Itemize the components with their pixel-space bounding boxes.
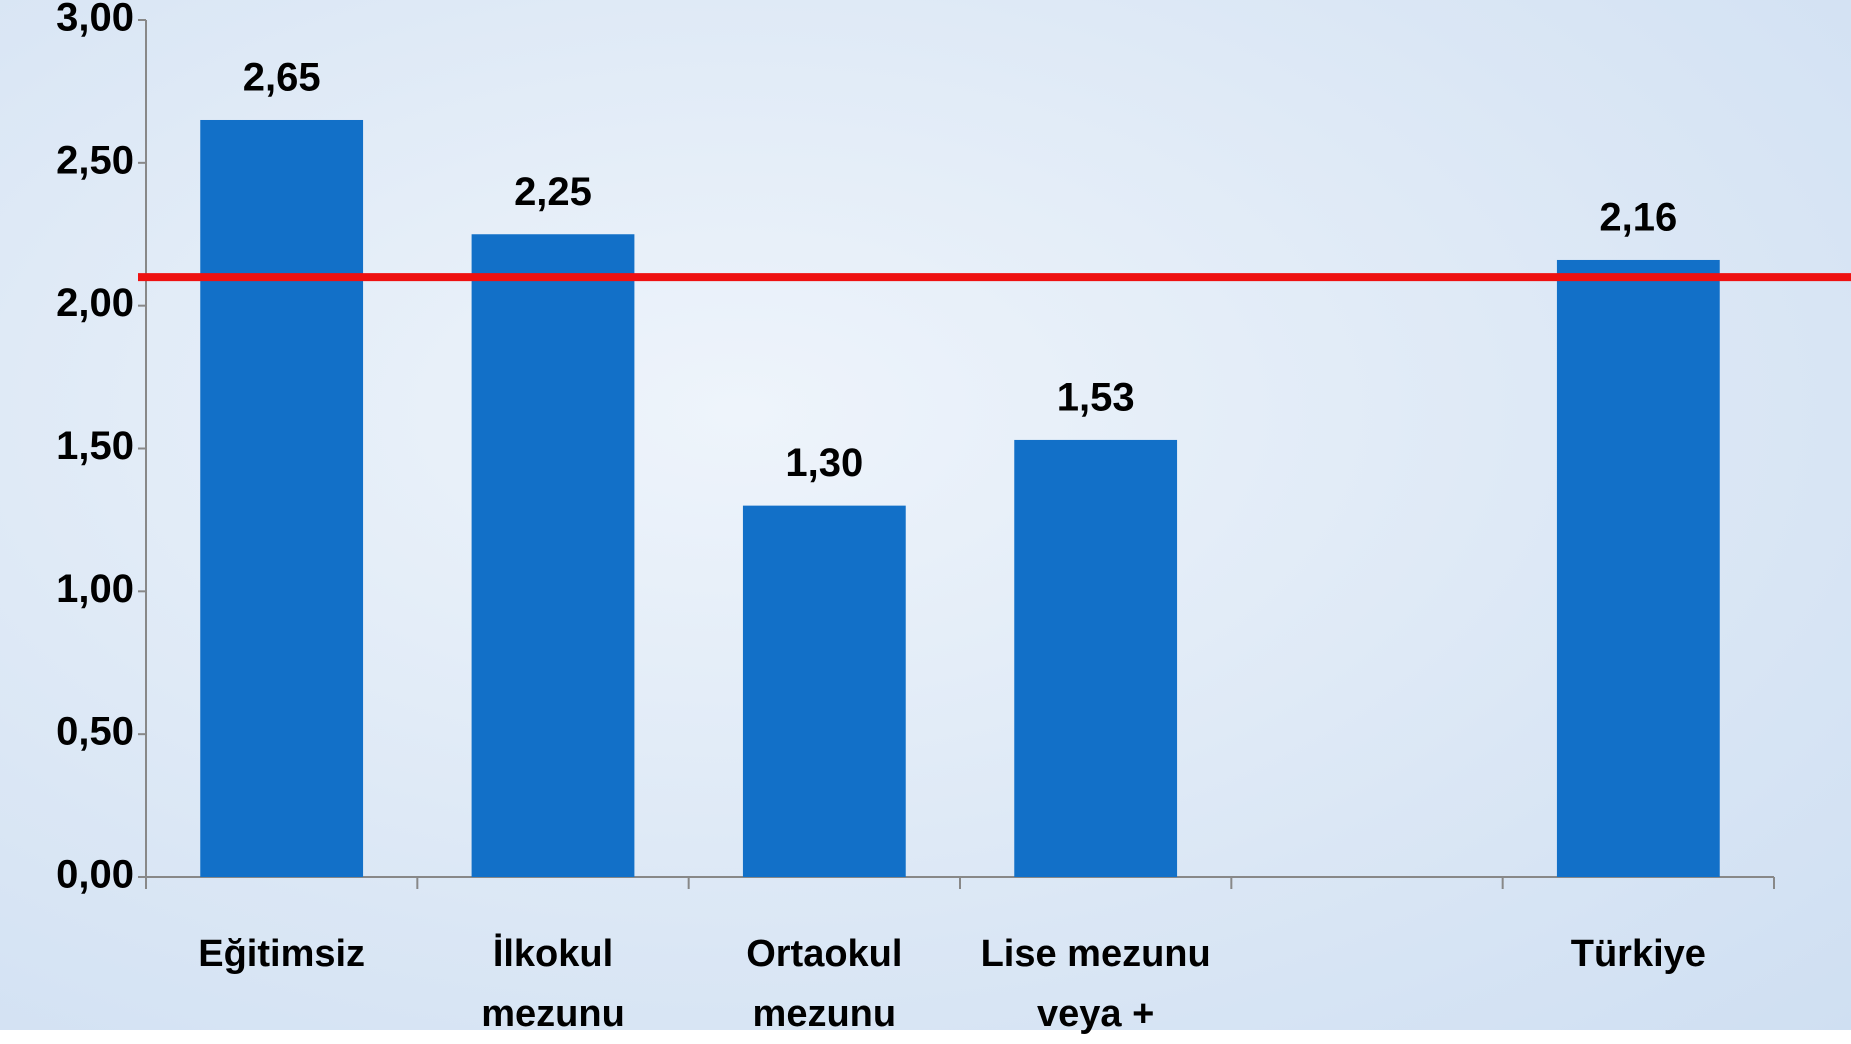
bar bbox=[1014, 439, 1178, 877]
bar bbox=[742, 505, 906, 877]
bar bbox=[1556, 259, 1720, 878]
y-tick-label: 0,00 bbox=[56, 853, 134, 897]
x-tick-label: İlkokul mezunu bbox=[481, 933, 625, 1035]
value-label: 1,53 bbox=[1057, 375, 1135, 419]
x-tick-label: Ortaokul mezunu bbox=[746, 933, 903, 1035]
y-tick-label: 2,50 bbox=[56, 138, 134, 182]
x-tick-label: Eğitimsiz bbox=[198, 933, 366, 975]
x-tick-label: Lise mezunu veya + bbox=[980, 933, 1211, 1035]
value-label: 2,25 bbox=[514, 170, 592, 214]
value-label: 2,16 bbox=[1599, 196, 1677, 240]
y-tick-label: 1,50 bbox=[56, 424, 134, 468]
bar bbox=[471, 234, 635, 877]
bar bbox=[200, 119, 364, 877]
value-label: 2,65 bbox=[243, 56, 321, 100]
y-tick-label: 3,00 bbox=[56, 0, 134, 40]
value-label: 1,30 bbox=[785, 441, 863, 485]
y-tick-label: 2,00 bbox=[56, 281, 134, 325]
y-tick-label: 1,00 bbox=[56, 567, 134, 611]
x-tick-label: Türkiye bbox=[1570, 933, 1706, 975]
y-tick-label: 0,50 bbox=[56, 710, 134, 754]
